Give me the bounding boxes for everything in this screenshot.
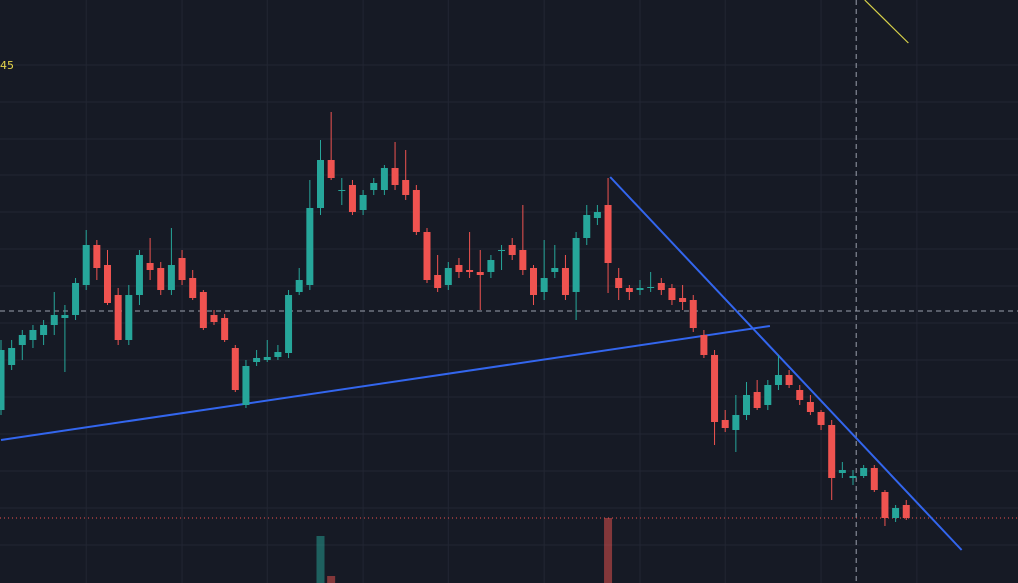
trendline [0, 325, 771, 441]
candle-body [530, 268, 537, 295]
candle-body [402, 180, 410, 195]
candle-body [167, 265, 175, 290]
candle-body [253, 358, 261, 362]
candle-body [210, 315, 218, 322]
candle-body [498, 250, 506, 251]
candle-body [817, 412, 825, 425]
candle-body [104, 265, 111, 303]
candle-body [902, 505, 910, 518]
candle-body [615, 278, 623, 288]
candle-body [391, 168, 399, 185]
candle-body [18, 335, 26, 345]
candle-body [668, 288, 676, 300]
candle-body [519, 250, 527, 270]
candle-body [157, 268, 165, 290]
candle-body [785, 375, 793, 385]
candle-body [274, 352, 282, 357]
candle-body [114, 295, 122, 340]
candle-body [40, 325, 48, 335]
candle-body [764, 385, 772, 405]
candle-body [689, 300, 697, 328]
candle-body [231, 348, 239, 390]
candle-body [242, 366, 250, 405]
candle-body [199, 292, 207, 328]
volume-bar [316, 536, 325, 583]
candle-body [828, 425, 836, 478]
candle-body [306, 208, 314, 285]
candle-body [348, 185, 356, 212]
candle-body [551, 268, 559, 272]
candle-body [434, 275, 442, 288]
candle-body [29, 330, 37, 340]
candle-body [50, 315, 58, 325]
candle-body [657, 283, 665, 290]
candle-body [221, 318, 229, 340]
candle-body [327, 160, 335, 178]
candle-body [8, 348, 16, 365]
candle-body [870, 468, 878, 490]
candle-body [423, 232, 431, 280]
candle-body [82, 245, 90, 285]
candle-body [487, 260, 495, 272]
candle-body [359, 195, 367, 210]
candle-body [679, 298, 687, 302]
candle-body [860, 468, 868, 476]
candle-body [412, 190, 420, 232]
candle-body [455, 265, 463, 272]
candle-body [753, 392, 761, 408]
candle-body [338, 190, 346, 191]
candle-body [72, 283, 80, 315]
candle-body [444, 268, 452, 285]
candle-body [572, 238, 580, 292]
candle-body [178, 258, 186, 280]
candle-body [721, 420, 729, 428]
candle-body [285, 295, 293, 353]
candle-body [796, 390, 804, 400]
candle-body [317, 160, 324, 208]
candle-body [700, 335, 708, 355]
candle-body [743, 395, 750, 415]
candle-body [711, 355, 719, 422]
candle-body [189, 278, 197, 298]
candle-body [838, 470, 846, 473]
candle-body [135, 255, 143, 295]
trendline [609, 176, 963, 551]
candle-body [593, 212, 601, 218]
drawing-line [864, 0, 909, 44]
annotation: 45 [0, 59, 14, 72]
candle-body [732, 415, 740, 430]
candle-body [508, 245, 516, 255]
candle-body [93, 245, 101, 268]
candle-body [540, 278, 548, 292]
candle-body [647, 287, 655, 288]
candle-body [295, 280, 303, 292]
candle-body [806, 402, 814, 412]
candle-body [125, 295, 133, 340]
candle-body [849, 476, 857, 478]
candle-body [561, 268, 569, 295]
candle-body [881, 492, 889, 518]
candle-body [774, 375, 782, 385]
candle-body [476, 272, 484, 275]
candle-body [380, 168, 388, 190]
candle-body [370, 183, 378, 190]
volume-bar [327, 576, 336, 583]
candle-body [61, 315, 69, 318]
candle-body [466, 270, 474, 272]
candle-body [625, 288, 633, 292]
candle-body [146, 263, 154, 270]
candle-body [263, 357, 271, 360]
candle-body [0, 350, 5, 410]
volume-bar [604, 518, 613, 583]
candle-body [892, 508, 900, 518]
candle-body [604, 205, 612, 263]
candle-body [636, 288, 644, 290]
candle-body [583, 215, 591, 238]
